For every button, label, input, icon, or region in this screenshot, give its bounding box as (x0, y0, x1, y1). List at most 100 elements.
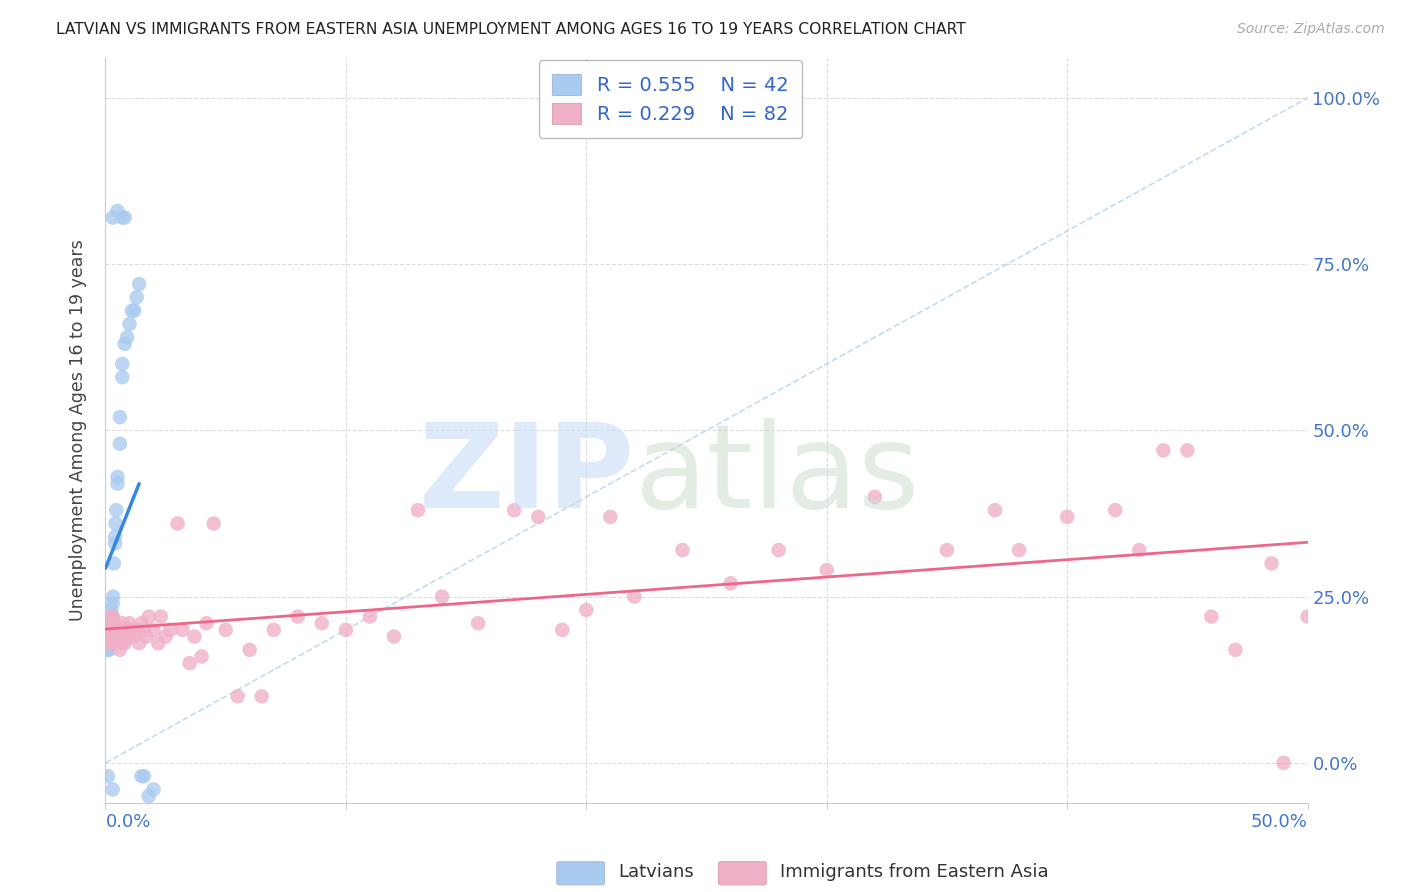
Point (101, 609, 124, 624)
Point (105, 503, 128, 517)
Point (138, 609, 160, 624)
Text: Source: ZipAtlas.com: Source: ZipAtlas.com (1237, 22, 1385, 37)
Point (1008, 543, 1031, 558)
Point (108, 643, 131, 657)
Point (131, 769, 153, 783)
Point (97, 630, 120, 644)
Point (128, 636, 150, 650)
Point (114, 211, 136, 225)
Point (155, 630, 177, 644)
Point (132, 623, 155, 637)
Point (101, 211, 124, 225)
Point (100, 630, 122, 644)
Point (101, 596, 124, 610)
Point (135, 630, 157, 644)
Point (250, 690, 273, 704)
Point (114, 636, 136, 650)
Point (148, 636, 170, 650)
Point (98, 623, 121, 637)
Text: Immigrants from Eastern Asia: Immigrants from Eastern Asia (780, 863, 1049, 881)
Point (100, 616, 122, 631)
Point (111, 370, 134, 384)
Point (100, 603, 122, 617)
Point (121, 303, 143, 318)
Point (101, 609, 124, 624)
Point (1225, 643, 1247, 657)
Point (1296, 609, 1319, 624)
Point (190, 649, 212, 664)
Point (1260, 557, 1282, 571)
Point (527, 509, 550, 524)
Point (132, 769, 155, 783)
Point (104, 630, 127, 644)
Point (115, 630, 138, 644)
Point (121, 623, 143, 637)
Point (159, 623, 181, 637)
Point (720, 576, 742, 591)
Point (936, 543, 959, 558)
Point (166, 516, 188, 531)
Point (97, 623, 120, 637)
Point (98, 616, 121, 631)
Point (97, 623, 120, 637)
Point (815, 563, 838, 577)
Point (1104, 503, 1126, 517)
Point (104, 516, 127, 531)
Point (214, 623, 236, 637)
Point (382, 630, 405, 644)
Point (1175, 443, 1198, 458)
Point (430, 590, 453, 604)
Point (172, 623, 194, 637)
Point (142, 623, 165, 637)
Point (984, 503, 1007, 517)
Point (98, 609, 121, 624)
Point (125, 290, 148, 304)
Point (101, 636, 124, 650)
Point (183, 630, 205, 644)
Point (98, 623, 121, 637)
Point (98, 609, 121, 624)
Point (103, 557, 125, 571)
Text: Latvians: Latvians (619, 863, 695, 881)
Point (1201, 609, 1223, 624)
Point (97, 630, 120, 644)
Point (115, 330, 138, 344)
Point (287, 609, 309, 624)
Point (107, 203, 129, 218)
Point (406, 503, 429, 517)
Point (118, 317, 141, 331)
Point (1056, 509, 1078, 524)
Point (101, 623, 124, 637)
Point (101, 590, 124, 604)
Text: LATVIAN VS IMMIGRANTS FROM EASTERN ASIA UNEMPLOYMENT AMONG AGES 16 TO 19 YEARS C: LATVIAN VS IMMIGRANTS FROM EASTERN ASIA … (56, 22, 966, 37)
Point (104, 616, 127, 631)
Y-axis label: Unemployment Among Ages 16 to 19 years: Unemployment Among Ages 16 to 19 years (69, 240, 87, 621)
Text: 50.0%: 50.0% (1251, 813, 1308, 830)
Text: 0.0%: 0.0% (105, 813, 150, 830)
Point (138, 789, 160, 804)
Point (768, 543, 790, 558)
Point (575, 603, 598, 617)
Point (101, 616, 124, 631)
Point (131, 616, 153, 631)
Point (107, 623, 129, 637)
Point (623, 590, 645, 604)
Point (114, 623, 136, 637)
Point (551, 623, 574, 637)
Point (97, 623, 120, 637)
Point (98, 636, 121, 650)
Text: ZIP: ZIP (419, 417, 634, 533)
Point (1152, 443, 1174, 458)
Point (118, 630, 141, 644)
Point (671, 543, 693, 558)
Point (98, 616, 121, 631)
Point (108, 436, 131, 450)
Point (195, 616, 218, 631)
Point (108, 623, 131, 637)
Point (104, 536, 127, 550)
Point (97, 643, 120, 657)
Point (97, 616, 120, 631)
Point (311, 616, 333, 631)
Point (111, 357, 134, 371)
Point (107, 470, 129, 484)
